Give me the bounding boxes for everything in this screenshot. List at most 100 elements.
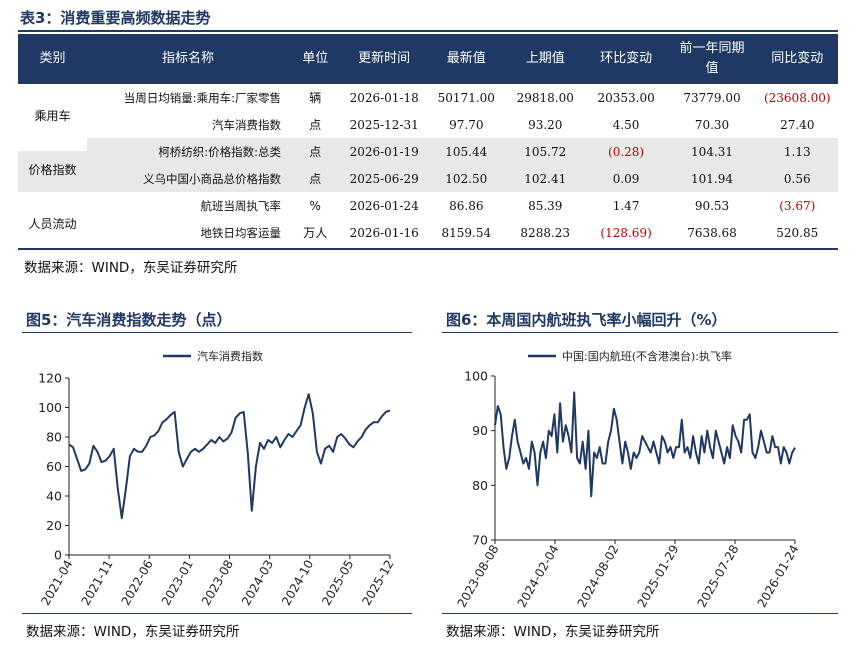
cell-latest: 86.86 <box>449 198 484 213</box>
x-tick-label: 2021-04 <box>38 558 75 608</box>
y-tick-label: 40 <box>46 489 62 504</box>
x-tick-label: 2022-06 <box>119 558 156 608</box>
x-tick-label: 2023-01 <box>159 558 196 608</box>
cell-latest: 102.50 <box>426 165 506 192</box>
cell-unit: 点 <box>288 138 342 165</box>
table-row: 价格指数 柯桥纺织:价格指数:总类点 2026-01-19 105.44 105.72(… <box>18 138 838 178</box>
consumption-data-table: 类别 指标名称 单位 更新时间 最新值 上期值 环比变动 前一年同期值 同比变动… <box>18 34 838 246</box>
table-row: 义乌中国小商品总价格指数点 2025-06-29 102.50 102.41 0.09 1… <box>18 165 838 192</box>
legend-label: 中国:国内航班(不含港澳台):执飞率 <box>562 349 732 363</box>
header-yoy: 同比变动 <box>756 34 838 84</box>
chart-right-source: 数据来源：WIND，东吴证券研究所 <box>446 624 660 640</box>
cell-latest: 105.44 <box>426 138 506 165</box>
x-tick-label: 2025-07-28 <box>695 543 742 610</box>
series-line <box>68 393 391 520</box>
table-title: 表3：消费重要高频数据走势 <box>20 9 211 27</box>
cell-category: 乘用车 <box>34 109 71 123</box>
cell-name: 义乌中国小商品总价格指数 <box>87 165 289 192</box>
cell-name: 地铁日均客运量 <box>200 225 281 240</box>
x-tick-label: 2024-03 <box>239 558 276 608</box>
cell-name: 柯桥纺织:价格指数:总类 <box>87 138 289 165</box>
chart-left-top-rule <box>22 332 412 333</box>
cell-yoy: 27.40 <box>780 117 815 132</box>
y-tick-label: 100 <box>38 400 62 415</box>
header-mom: 环比变动 <box>584 34 668 84</box>
y-tick-label: 80 <box>46 430 62 445</box>
table-row: 地铁日均客运量 万人 2026-01-16 8159.54 8288.23 (128.69… <box>18 219 838 246</box>
cell-unit: 万人 <box>303 226 328 240</box>
table-row: 汽车消费指数 点 2025-12-31 97.70 93.20 4.50 70.30 27.4… <box>18 111 838 138</box>
x-tick-label: 2024-02-04 <box>515 543 562 610</box>
cell-date: 2025-12-31 <box>349 117 419 132</box>
header-previous: 上期值 <box>505 34 585 84</box>
y-tick-label: 20 <box>46 518 62 533</box>
cell-latest: 8159.54 <box>441 225 492 240</box>
chart-right-bottom-rule <box>442 613 838 614</box>
cell-previous: 29818.00 <box>516 90 574 105</box>
header-date: 更新时间 <box>341 34 427 84</box>
table-header-row: 类别 指标名称 单位 更新时间 最新值 上期值 环比变动 前一年同期值 同比变动 <box>18 34 838 84</box>
x-tick-label: 2023-08 <box>199 558 236 608</box>
cell-mom: 20353.00 <box>597 90 655 105</box>
cell-yoy: 520.85 <box>776 225 819 240</box>
x-tick-label: 2025-01-29 <box>635 543 682 610</box>
cell-date: 2025-06-29 <box>341 165 427 192</box>
cell-unit: 辆 <box>309 91 322 105</box>
cell-category: 价格指数 <box>18 151 87 178</box>
table-row: 乘用车 当周日均销量:乘用车:厂家零售 辆 2026-01-18 50171.00 298… <box>18 84 838 124</box>
x-tick-label: 2025-05 <box>319 558 356 608</box>
cell-date: 2026-01-16 <box>349 225 419 240</box>
y-tick-label: 60 <box>46 459 62 474</box>
cell-yearago: 7638.68 <box>687 225 737 240</box>
chart-right-title: 图6：本周国内航班执飞率小幅回升（%） <box>446 311 727 329</box>
x-tick-label: 2024-08-02 <box>575 543 622 610</box>
header-latest: 最新值 <box>426 34 506 84</box>
legend-label: 汽车消费指数 <box>197 349 263 363</box>
cell-previous: 93.20 <box>528 117 563 132</box>
cell-previous: 8288.23 <box>520 225 571 240</box>
table-source: 数据来源：WIND，东吴证券研究所 <box>24 260 238 276</box>
series-line <box>494 391 796 498</box>
y-tick-label: 80 <box>472 478 488 493</box>
x-tick-label: 2024-10 <box>279 558 316 608</box>
y-tick-label: 90 <box>472 423 488 438</box>
cell-yoy: 1.13 <box>756 138 838 165</box>
cell-unit: % <box>309 198 321 213</box>
cell-latest: 97.70 <box>449 117 484 132</box>
header-unit: 单位 <box>288 34 342 84</box>
cell-mom: 4.50 <box>612 117 640 132</box>
cell-category: 人员流动 <box>28 217 77 231</box>
car-consumption-index-chart: 汽车消费指数 0 20 40 60 80 100 120 2021-04 2021-11 2022-… <box>38 349 396 608</box>
table-row: 人员流动 航班当周执飞率% 2026-01-24 86.86 85.39 1.47 90.5… <box>18 192 838 232</box>
cell-mom: 0.09 <box>584 165 668 192</box>
x-tick-label: 2021-11 <box>79 558 116 608</box>
x-tick-label: 2025-12 <box>359 558 396 608</box>
chart-right-top-rule <box>442 332 838 333</box>
x-tick-label: 2026-01-24 <box>755 543 802 610</box>
chart-left-source: 数据来源：WIND，东吴证券研究所 <box>26 624 240 640</box>
y-tick-label: 0 <box>54 548 62 563</box>
cell-yearago: 73779.00 <box>683 90 741 105</box>
header-yearago-text: 前一年同期值 <box>679 41 745 76</box>
chart-left-title: 图5：汽车消费指数走势（点） <box>26 311 232 329</box>
cell-name: 汽车消费指数 <box>211 117 281 132</box>
cell-previous: 105.72 <box>505 138 585 165</box>
y-tick-label: 70 <box>472 533 488 548</box>
cell-yearago: 70.30 <box>694 117 730 132</box>
cell-name: 航班当周执飞率 <box>200 198 281 213</box>
cell-name: 当周日均销量:乘用车:厂家零售 <box>123 90 281 105</box>
header-category: 类别 <box>18 34 87 84</box>
cell-mom: 1.47 <box>612 198 640 213</box>
cell-yearago: 101.94 <box>667 165 757 192</box>
chart-left-bottom-rule <box>22 613 412 614</box>
header-name: 指标名称 <box>87 34 289 84</box>
cell-mom: (0.28) <box>584 138 668 165</box>
cell-yearago: 90.53 <box>694 198 730 213</box>
table-bottom-rule <box>18 248 838 250</box>
cell-previous: 85.39 <box>528 198 563 213</box>
cell-yoy: (23608.00) <box>763 90 831 105</box>
cell-yoy: 0.56 <box>756 165 838 192</box>
cell-previous: 102.41 <box>505 165 585 192</box>
cell-yearago: 104.31 <box>667 138 757 165</box>
table-top-rule <box>18 30 838 32</box>
